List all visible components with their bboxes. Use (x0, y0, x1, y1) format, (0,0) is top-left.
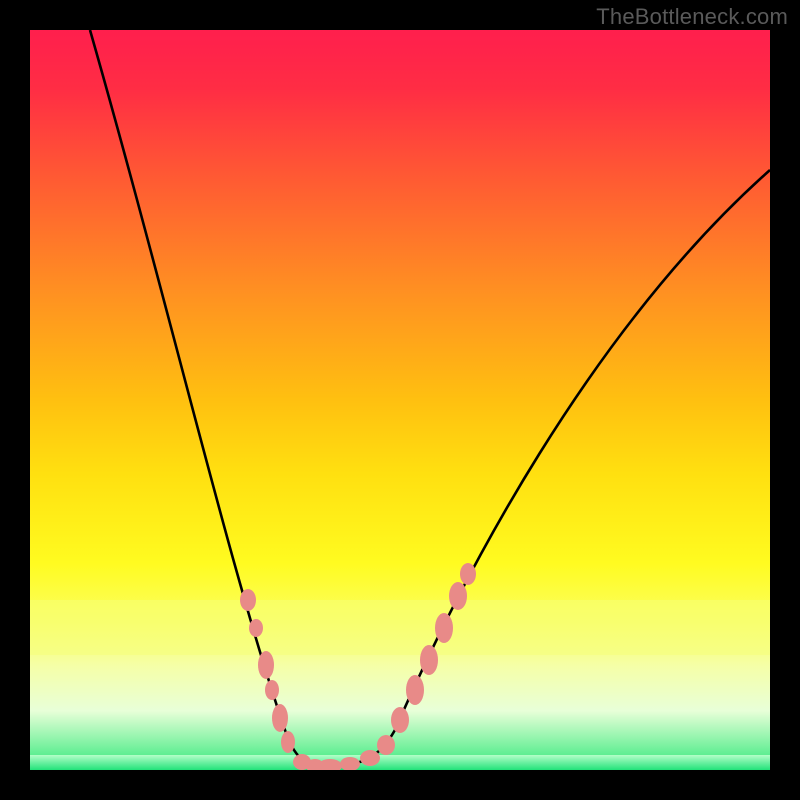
curve-marker (272, 704, 288, 732)
curve-marker (391, 707, 409, 733)
curve-marker (258, 651, 274, 679)
watermark-text: TheBottleneck.com (596, 4, 788, 30)
curve-marker (360, 750, 380, 766)
curve-marker (435, 613, 453, 643)
curve-marker (265, 680, 279, 700)
curve-marker (281, 731, 295, 753)
curve-marker (340, 757, 360, 770)
curve-marker (377, 735, 395, 755)
curve-marker (249, 619, 263, 637)
curve-marker (449, 582, 467, 610)
chart-container: TheBottleneck.com (0, 0, 800, 800)
curve-marker (318, 759, 342, 770)
curve-marker (240, 589, 256, 611)
curve-marker (406, 675, 424, 705)
curve-layer (30, 30, 770, 770)
plot-area (30, 30, 770, 770)
curve-marker (420, 645, 438, 675)
curve-marker (460, 563, 476, 585)
